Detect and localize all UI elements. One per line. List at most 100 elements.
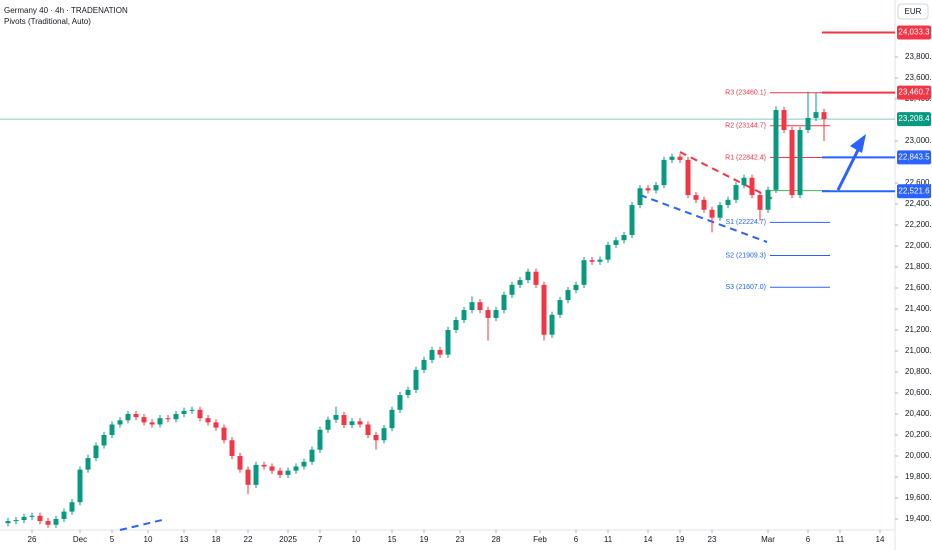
candle xyxy=(397,391,403,413)
candle-body xyxy=(533,271,539,285)
candle-body xyxy=(205,418,211,423)
candle-body xyxy=(573,284,579,291)
candle xyxy=(421,356,427,374)
candle xyxy=(165,415,171,423)
candle-body xyxy=(101,434,107,446)
candle-body xyxy=(661,159,667,186)
candle-body xyxy=(677,156,683,160)
x-tick-label: 14 xyxy=(876,535,885,544)
candle-body xyxy=(389,409,395,429)
candle-body xyxy=(669,156,675,160)
candle-body xyxy=(117,420,123,425)
candle xyxy=(253,461,259,489)
candles xyxy=(5,91,827,528)
candle-body xyxy=(189,409,195,411)
candle-body xyxy=(701,199,707,210)
candle xyxy=(437,346,443,358)
candle-body xyxy=(693,195,699,200)
pivot-label: S1 (22224.7) xyxy=(726,219,766,226)
candle xyxy=(293,463,299,474)
trendlines xyxy=(119,151,776,531)
candle-body xyxy=(69,502,75,512)
candle-body xyxy=(357,421,363,425)
chart-subtitle: Pivots (Traditional, Auto) xyxy=(4,17,91,26)
currency-box[interactable] xyxy=(897,3,929,20)
candle xyxy=(341,411,347,429)
candle-body xyxy=(213,422,219,428)
candle-body xyxy=(373,434,379,441)
chart-title: Germany 40 · 4h · TRADENATION xyxy=(4,6,128,15)
candle-body xyxy=(277,470,283,475)
candle xyxy=(661,156,667,189)
candle xyxy=(365,421,371,439)
candle-body xyxy=(565,290,571,301)
candle xyxy=(245,466,251,494)
candle xyxy=(189,406,195,414)
x-tick-label: 5 xyxy=(110,535,115,544)
candle xyxy=(773,106,779,193)
y-tick-label: 23,800.0 xyxy=(905,52,932,61)
x-tick-label: 14 xyxy=(644,535,653,544)
x-tick-label: 26 xyxy=(28,535,37,544)
candle-body xyxy=(93,445,99,459)
y-tick-label: 22,000.0 xyxy=(905,241,932,250)
y-tick-label: 20,800.0 xyxy=(905,367,932,376)
candle-body xyxy=(221,427,227,441)
candle-body xyxy=(613,240,619,245)
candle-body xyxy=(229,440,235,456)
candle-body xyxy=(645,188,651,191)
candle-body xyxy=(125,413,131,421)
candle xyxy=(149,419,155,428)
y-tick-label: 19,600.0 xyxy=(905,493,932,502)
candle-body xyxy=(461,310,467,321)
x-tick-label: 19 xyxy=(676,535,685,544)
candle xyxy=(637,185,643,209)
candle-body xyxy=(13,520,19,522)
y-tick-label: 23,600.0 xyxy=(905,73,932,82)
candle-body xyxy=(733,185,739,200)
y-tick-label: 19,800.0 xyxy=(905,472,932,481)
candle xyxy=(717,201,723,221)
candle-body xyxy=(637,188,643,206)
candle xyxy=(533,268,539,288)
y-tick-label: 21,400.0 xyxy=(905,304,932,313)
candle xyxy=(645,185,651,194)
currency[interactable]: EUR xyxy=(905,7,922,16)
candle-body xyxy=(325,419,331,430)
candle-body xyxy=(445,329,451,355)
x-tick-label: Feb xyxy=(533,535,547,544)
candle-body xyxy=(53,518,59,525)
trendline xyxy=(679,151,776,201)
candle xyxy=(509,281,515,298)
candle xyxy=(53,515,59,528)
candle-body xyxy=(501,294,507,311)
y-tick-label: 23,000.0 xyxy=(905,136,932,145)
candle-body xyxy=(381,428,387,441)
candle xyxy=(677,153,683,164)
candle xyxy=(805,91,811,134)
y-tick-label: 22,400.0 xyxy=(905,199,932,208)
candle-body xyxy=(725,199,731,206)
candle xyxy=(69,499,75,515)
candle xyxy=(501,291,507,314)
candle xyxy=(573,281,579,294)
pivot-label: R1 (22842.4) xyxy=(725,154,766,161)
candle xyxy=(357,418,363,428)
candle xyxy=(181,407,187,418)
candle xyxy=(413,366,419,393)
candle-body xyxy=(253,464,259,485)
y-tick-label: 22,600.0 xyxy=(905,178,932,187)
candle-body xyxy=(581,260,587,285)
x-tick-label: 15 xyxy=(388,535,397,544)
candle-body xyxy=(629,205,635,235)
x-tick-label: 2025 xyxy=(279,535,297,544)
candle-body xyxy=(621,234,627,241)
candle-body xyxy=(709,209,715,218)
candle-body xyxy=(717,205,723,218)
candle-body xyxy=(509,284,515,295)
candle-body xyxy=(261,464,267,467)
candle-body xyxy=(605,244,611,260)
candle-body xyxy=(797,129,803,196)
